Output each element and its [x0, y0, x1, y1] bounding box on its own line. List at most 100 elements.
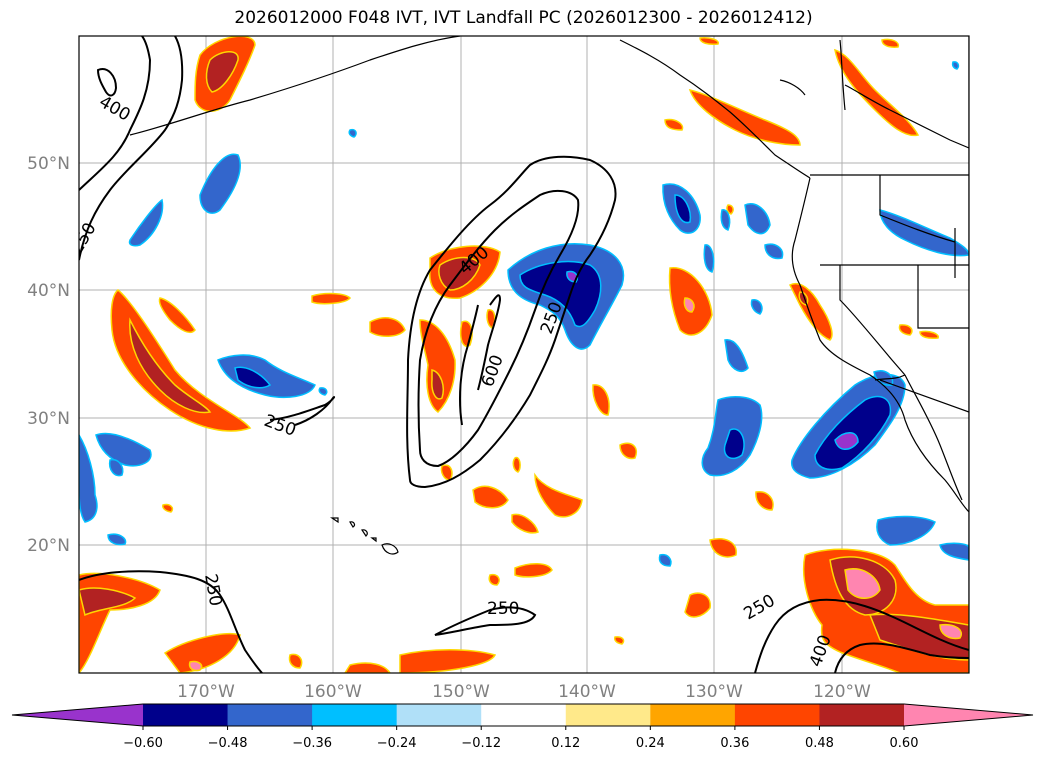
ivt-contour-line: [434, 606, 537, 636]
pc-positive-region: [514, 563, 553, 578]
pc-negative-region: [879, 209, 969, 257]
pc-negative-region: [658, 553, 672, 567]
pc-positive-region: [419, 319, 456, 413]
pc-negative-region: [876, 515, 936, 546]
pc-positive-region: [755, 491, 774, 511]
pc-negative-region: [234, 366, 272, 389]
coastlines: [129, 36, 969, 673]
lat-label: 30°N: [27, 409, 70, 429]
pc-negative-region: [348, 128, 357, 138]
pc-negative-region: [79, 433, 98, 523]
lat-label: 20°N: [27, 536, 70, 556]
pc-negative-region: [764, 243, 784, 260]
pc-positive-region: [684, 592, 711, 618]
colorbar-segment: [396, 704, 482, 726]
contour-label: 250: [487, 599, 519, 619]
map-title: 2026012000 F048 IVT, IVT Landfall PC (20…: [234, 8, 813, 28]
pc-positive-region: [162, 503, 174, 513]
ivt-contour-line: [269, 396, 336, 426]
gridlines: [79, 36, 969, 673]
pc-positive-region: [709, 538, 737, 558]
colorbar-tick-label: 0.24: [636, 736, 665, 751]
pc-positive-region: [614, 636, 625, 645]
pc-positive-region: [511, 513, 539, 534]
colorbar-tick-label: 0.12: [551, 736, 580, 751]
colorbar-segment: [904, 704, 1033, 726]
colorbar-tick-label: 0.48: [805, 736, 834, 751]
colorbar-segment: [565, 704, 651, 726]
colorbar-segment: [312, 704, 398, 726]
lon-label: 150°W: [432, 682, 490, 702]
pc-negative-region: [128, 198, 164, 247]
pc-positive-region: [311, 292, 352, 305]
ivt-contour-line: [459, 304, 479, 426]
colorbar-segment: [650, 704, 736, 726]
pc-positive-region: [158, 297, 196, 334]
lon-label: 140°W: [558, 682, 616, 702]
ivt-contour-line: [406, 155, 617, 489]
ivt-contours: [79, 36, 969, 673]
ivt-contour-line: [79, 570, 263, 673]
pc-negative-region: [318, 387, 328, 396]
ivt-contour-line: [477, 294, 502, 391]
colorbar-tick-label: −0.12: [461, 736, 501, 751]
colorbar-tick-label: 0.36: [720, 736, 749, 751]
pc-negative-region: [744, 203, 771, 235]
colorbar-tick-label: −0.24: [377, 736, 417, 751]
pc-positive-region: [288, 653, 303, 669]
lat-label: 50°N: [27, 154, 70, 174]
pc-positive-region: [844, 568, 881, 599]
positive-pc-regions: [79, 36, 969, 673]
pc-negative-region: [750, 299, 763, 315]
pc-positive-region: [664, 118, 684, 131]
pc-negative-region: [199, 153, 241, 214]
pc-positive-region: [399, 649, 497, 673]
pc-positive-region: [592, 384, 610, 416]
pc-positive-region: [129, 317, 212, 414]
map-frame: [78, 35, 970, 674]
colorbar-tick-label: −0.60: [123, 736, 163, 751]
colorbar-tick-label: −0.36: [292, 736, 332, 751]
ivt-contour-line: [79, 36, 184, 261]
pc-positive-region: [939, 623, 962, 640]
pc-negative-region: [217, 354, 316, 398]
pc-negative-region: [566, 270, 579, 283]
pc-positive-region: [726, 204, 734, 215]
lon-label: 170°W: [177, 682, 235, 702]
ivt-contour-line: [79, 36, 152, 191]
pc-positive-region: [369, 317, 406, 337]
pc-positive-region: [488, 573, 500, 586]
colorbar-segment: [734, 704, 820, 726]
pc-positive-region: [79, 587, 137, 617]
lat-label: 40°N: [27, 281, 70, 301]
pc-positive-region: [472, 485, 509, 509]
pc-negative-region: [723, 428, 745, 460]
longitude-labels: 170°W 160°W 150°W 140°W 130°W 120°W: [177, 682, 871, 702]
pc-positive-region: [619, 442, 637, 460]
pc-positive-region: [898, 324, 913, 336]
pc-negative-region: [834, 432, 859, 450]
pc-negative-region: [703, 244, 715, 273]
pc-positive-region: [919, 330, 939, 339]
pc-negative-region: [108, 458, 124, 477]
pc-positive-region: [205, 51, 239, 93]
pc-positive-region: [486, 309, 496, 330]
pc-negative-region: [95, 432, 152, 467]
pc-negative-region: [939, 542, 969, 561]
pc-negative-region: [951, 61, 960, 70]
lon-label: 160°W: [304, 682, 362, 702]
pc-negative-region: [519, 260, 602, 328]
colorbar-tick-label: −0.48: [208, 736, 248, 751]
pc-negative-region: [674, 194, 692, 224]
ivt-contour-line: [834, 642, 969, 673]
negative-pc-regions: [79, 61, 969, 567]
pc-positive-region: [699, 37, 719, 45]
ivt-contour-line: [96, 68, 118, 97]
pc-positive-region: [683, 297, 695, 313]
ivt-contour-line: [417, 189, 580, 468]
pc-positive-region: [881, 38, 900, 48]
latitude-labels: 50°N 40°N 30°N 20°N: [27, 154, 70, 556]
pc-positive-region: [188, 660, 203, 672]
pc-positive-region: [512, 456, 521, 473]
